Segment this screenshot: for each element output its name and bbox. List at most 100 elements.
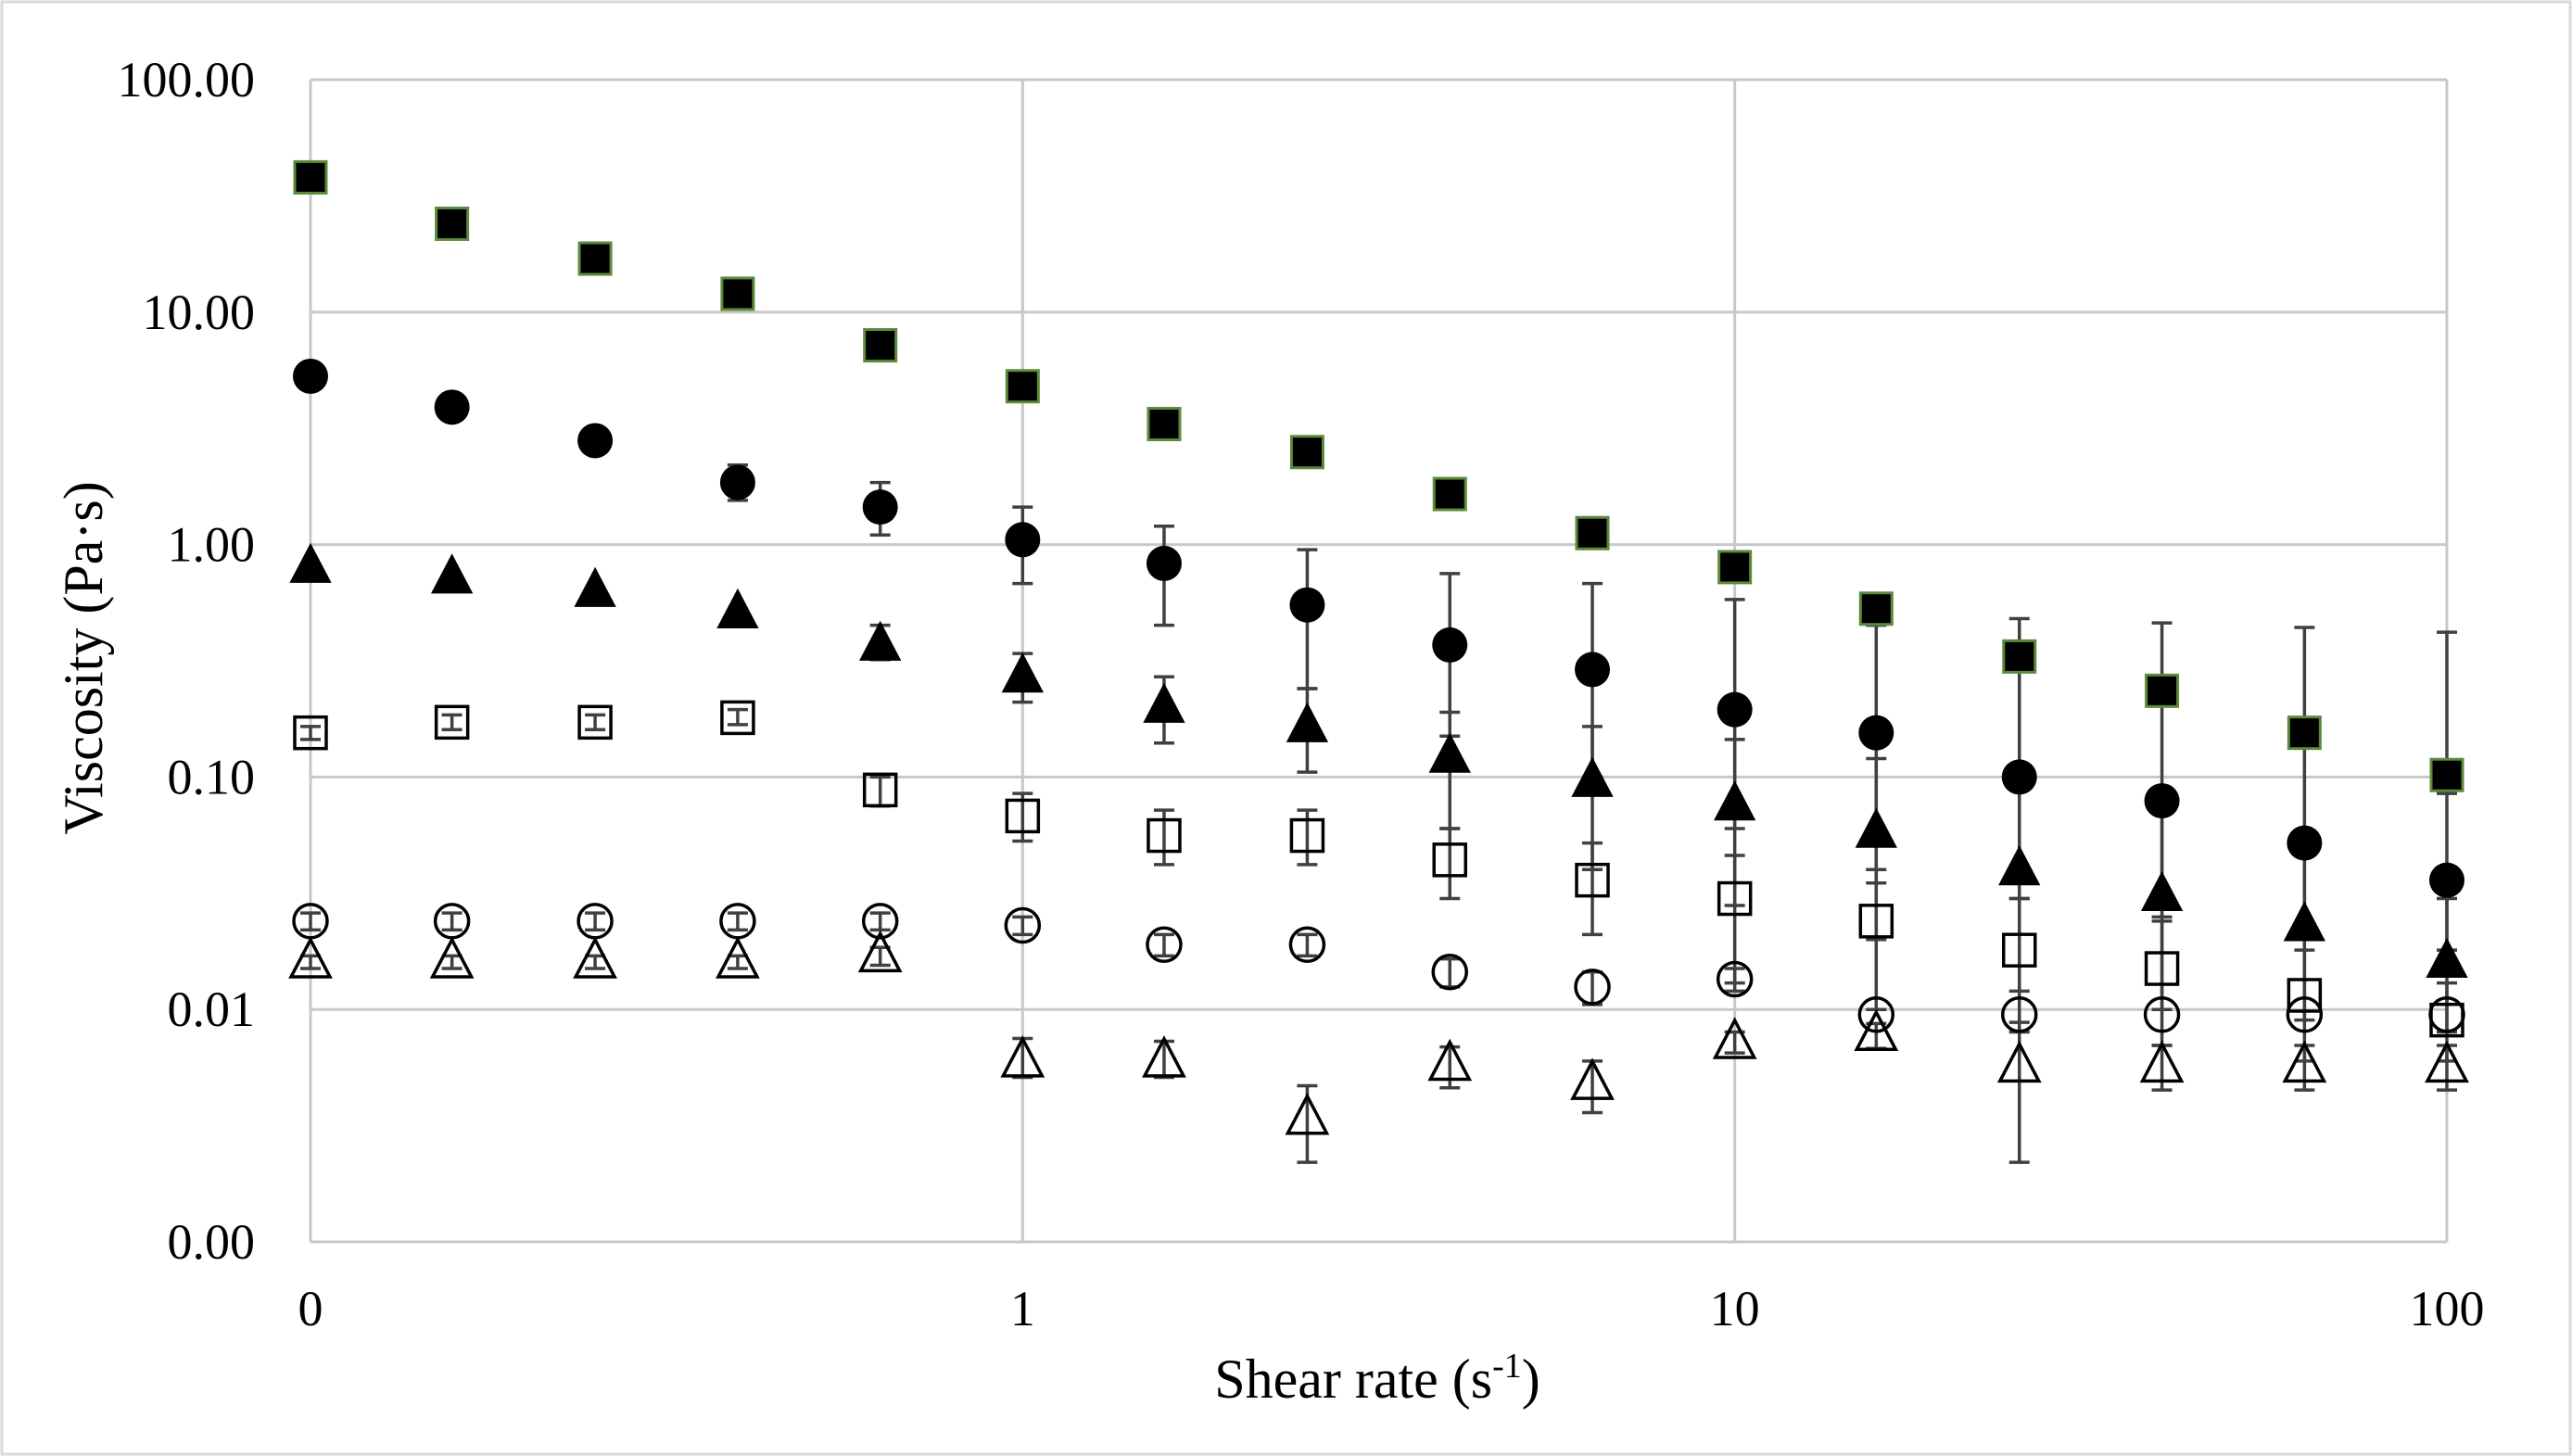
open-circle-point	[1288, 926, 1326, 964]
open-triangle-point	[1427, 1038, 1473, 1082]
x-tick-label: 0	[298, 1281, 323, 1336]
open-triangle-point	[2282, 1040, 2327, 1083]
open-square-point	[2144, 951, 2180, 986]
open-triangle-point	[1854, 1008, 1899, 1052]
open-triangle-point	[716, 936, 760, 979]
open-square-point	[1717, 880, 1753, 917]
filled-square-point	[1717, 550, 1753, 585]
open-circle-point	[1574, 969, 1611, 1006]
open-circle-point	[1146, 926, 1183, 964]
open-circle-point	[2428, 996, 2465, 1033]
filled-triangle-point	[574, 566, 616, 607]
open-square-point	[293, 715, 328, 751]
filled-square-point	[2002, 639, 2037, 674]
filled-triangle-point	[2140, 870, 2184, 911]
open-circle-point	[861, 903, 899, 940]
filled-triangle-point	[1001, 652, 1044, 693]
open-square-point	[577, 704, 613, 741]
filled-circle-point	[862, 489, 898, 525]
filled-square-point	[1005, 369, 1040, 404]
open-triangle-point	[1996, 1040, 2042, 1083]
filled-triangle-point	[1143, 682, 1185, 723]
y-tick-label: 0.10	[168, 749, 256, 804]
filled-square-point	[1575, 515, 1610, 551]
filled-circle-point	[2144, 783, 2180, 819]
open-triangle-point	[1000, 1035, 1045, 1078]
filled-triangle-point	[1571, 756, 1614, 797]
open-triangle-point	[2139, 1040, 2185, 1083]
open-square-point	[1005, 798, 1041, 834]
data-markers	[288, 159, 2469, 1135]
open-triangle-point	[1570, 1057, 1615, 1100]
filled-square-point	[577, 241, 613, 276]
filled-circle-point	[1575, 652, 1611, 688]
filled-triangle-point	[859, 620, 902, 661]
open-square-point	[434, 704, 470, 741]
open-triangle-point	[1712, 1017, 1757, 1059]
x-axis-title-close: )	[1522, 1348, 1540, 1410]
filled-triangle-point	[1428, 732, 1471, 773]
open-triangle-point	[2425, 1040, 2469, 1083]
filled-circle-point	[1146, 545, 1182, 581]
open-triangle-point	[429, 936, 475, 979]
open-circle-point	[2143, 996, 2181, 1033]
filled-triangle-point	[289, 542, 332, 583]
open-square-point	[2001, 932, 2037, 968]
filled-circle-point	[293, 358, 328, 394]
y-axis-title: Viscosity (Pa·s)	[53, 481, 114, 834]
open-circle-point	[1431, 953, 1468, 991]
open-circle-point	[1857, 996, 1895, 1033]
filled-square-point	[1858, 591, 1894, 627]
filled-square-point	[435, 206, 470, 241]
filled-circle-point	[2287, 825, 2323, 861]
filled-circle-point	[577, 423, 614, 459]
filled-triangle-point	[716, 588, 759, 628]
filled-triangle-point	[1855, 807, 1897, 848]
open-square-point	[862, 772, 898, 808]
open-square-point	[1289, 817, 1325, 854]
filled-triangle-point	[2426, 937, 2468, 979]
y-tick-label: 0.00	[168, 1214, 256, 1270]
open-circle-point	[2286, 996, 2324, 1033]
filled-square-point	[1289, 435, 1324, 470]
filled-triangle-point	[1714, 780, 1756, 821]
y-tick-label: 100.00	[118, 52, 256, 108]
y-tick-label: 10.00	[143, 285, 256, 340]
filled-square-point	[2287, 715, 2322, 751]
filled-triangle-point	[1998, 845, 2041, 886]
open-circle-point	[2000, 996, 2038, 1033]
open-square-point	[720, 700, 755, 736]
x-axis-title-text: Shear rate (s	[1214, 1348, 1492, 1410]
open-triangle-point	[288, 936, 333, 979]
filled-square-point	[1147, 407, 1182, 442]
open-triangle-point	[1285, 1092, 1330, 1135]
filled-circle-point	[2429, 862, 2464, 898]
open-square-point	[1858, 904, 1894, 939]
filled-triangle-point	[2283, 901, 2326, 942]
filled-circle-point	[434, 389, 470, 425]
filled-square-point	[2145, 673, 2180, 708]
open-square-point	[1432, 842, 1467, 878]
open-triangle-point	[573, 936, 617, 979]
open-square-point	[1147, 817, 1182, 854]
filled-circle-point	[1005, 522, 1041, 558]
filled-circle-point	[2001, 759, 2037, 795]
y-tick-label: 0.01	[168, 981, 256, 1037]
filled-circle-point	[1858, 715, 1894, 751]
open-square-point	[1575, 862, 1610, 898]
open-circle-point	[1716, 960, 1754, 998]
open-circle-point	[1004, 906, 1042, 944]
filled-circle-point	[1717, 691, 1753, 728]
filled-square-point	[2429, 757, 2464, 792]
x-tick-label: 10	[1710, 1281, 1760, 1336]
filled-triangle-point	[1286, 702, 1329, 742]
filled-circle-point	[719, 464, 755, 500]
open-triangle-point	[1142, 1035, 1186, 1078]
x-tick-label: 1	[1010, 1281, 1035, 1336]
x-tick-label: 100	[2410, 1281, 2485, 1336]
filled-square-point	[293, 159, 328, 195]
filled-square-point	[720, 276, 755, 311]
